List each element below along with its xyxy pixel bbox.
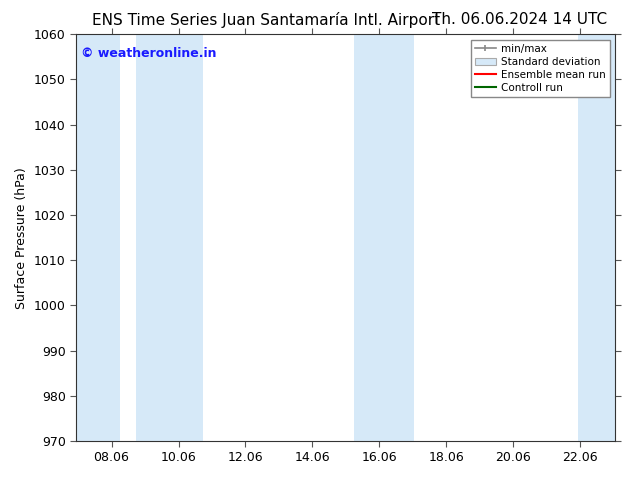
Legend: min/max, Standard deviation, Ensemble mean run, Controll run: min/max, Standard deviation, Ensemble me… bbox=[470, 40, 610, 97]
Bar bbox=[136, 34, 204, 441]
Bar bbox=[578, 34, 615, 441]
Bar bbox=[354, 34, 414, 441]
Y-axis label: Surface Pressure (hPa): Surface Pressure (hPa) bbox=[15, 167, 29, 309]
Bar bbox=[76, 34, 120, 441]
Text: © weatheronline.in: © weatheronline.in bbox=[81, 47, 217, 59]
Text: Th. 06.06.2024 14 UTC: Th. 06.06.2024 14 UTC bbox=[432, 12, 607, 27]
Text: ENS Time Series Juan Santamaría Intl. Airport: ENS Time Series Juan Santamaría Intl. Ai… bbox=[92, 12, 441, 28]
